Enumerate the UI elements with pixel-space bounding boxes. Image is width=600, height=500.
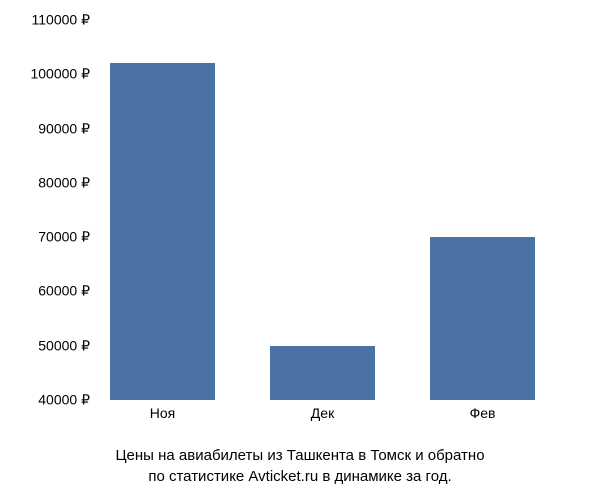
bar [430, 237, 535, 400]
bar [270, 346, 375, 400]
chart-plot-area [100, 20, 560, 400]
y-tick-label: 90000 ₽ [38, 120, 90, 137]
y-axis: 40000 ₽50000 ₽60000 ₽70000 ₽80000 ₽90000… [0, 20, 95, 400]
y-tick-label: 40000 ₽ [38, 392, 90, 409]
x-axis: Ноя Дек Фев [100, 405, 560, 435]
chart-caption: Цены на авиабилеты из Ташкента в Томск и… [0, 445, 600, 487]
chart-container: 40000 ₽ 50000 ₽ 60000 ₽ 70000 ₽ 80000 ₽ 90000… [0, 0, 600, 500]
y-tick-label: 50000 ₽ [38, 337, 90, 354]
x-tick-label: Фев [470, 405, 496, 421]
bar [110, 63, 215, 400]
y-tick-label: 110000 ₽ [32, 12, 90, 29]
y-tick-label: 80000 ₽ [38, 174, 90, 191]
x-tick-label: Ноя [150, 405, 175, 421]
y-tick-label: 60000 ₽ [38, 283, 90, 300]
caption-line-2: по статистике Avticket.ru в динамике за … [148, 468, 451, 485]
y-tick-label: 100000 ₽ [30, 66, 90, 83]
x-tick-label: Дек [311, 405, 334, 421]
y-tick-label: 70000 ₽ [38, 229, 90, 246]
caption-line-1: Цены на авиабилеты из Ташкента в Томск и… [115, 447, 484, 464]
